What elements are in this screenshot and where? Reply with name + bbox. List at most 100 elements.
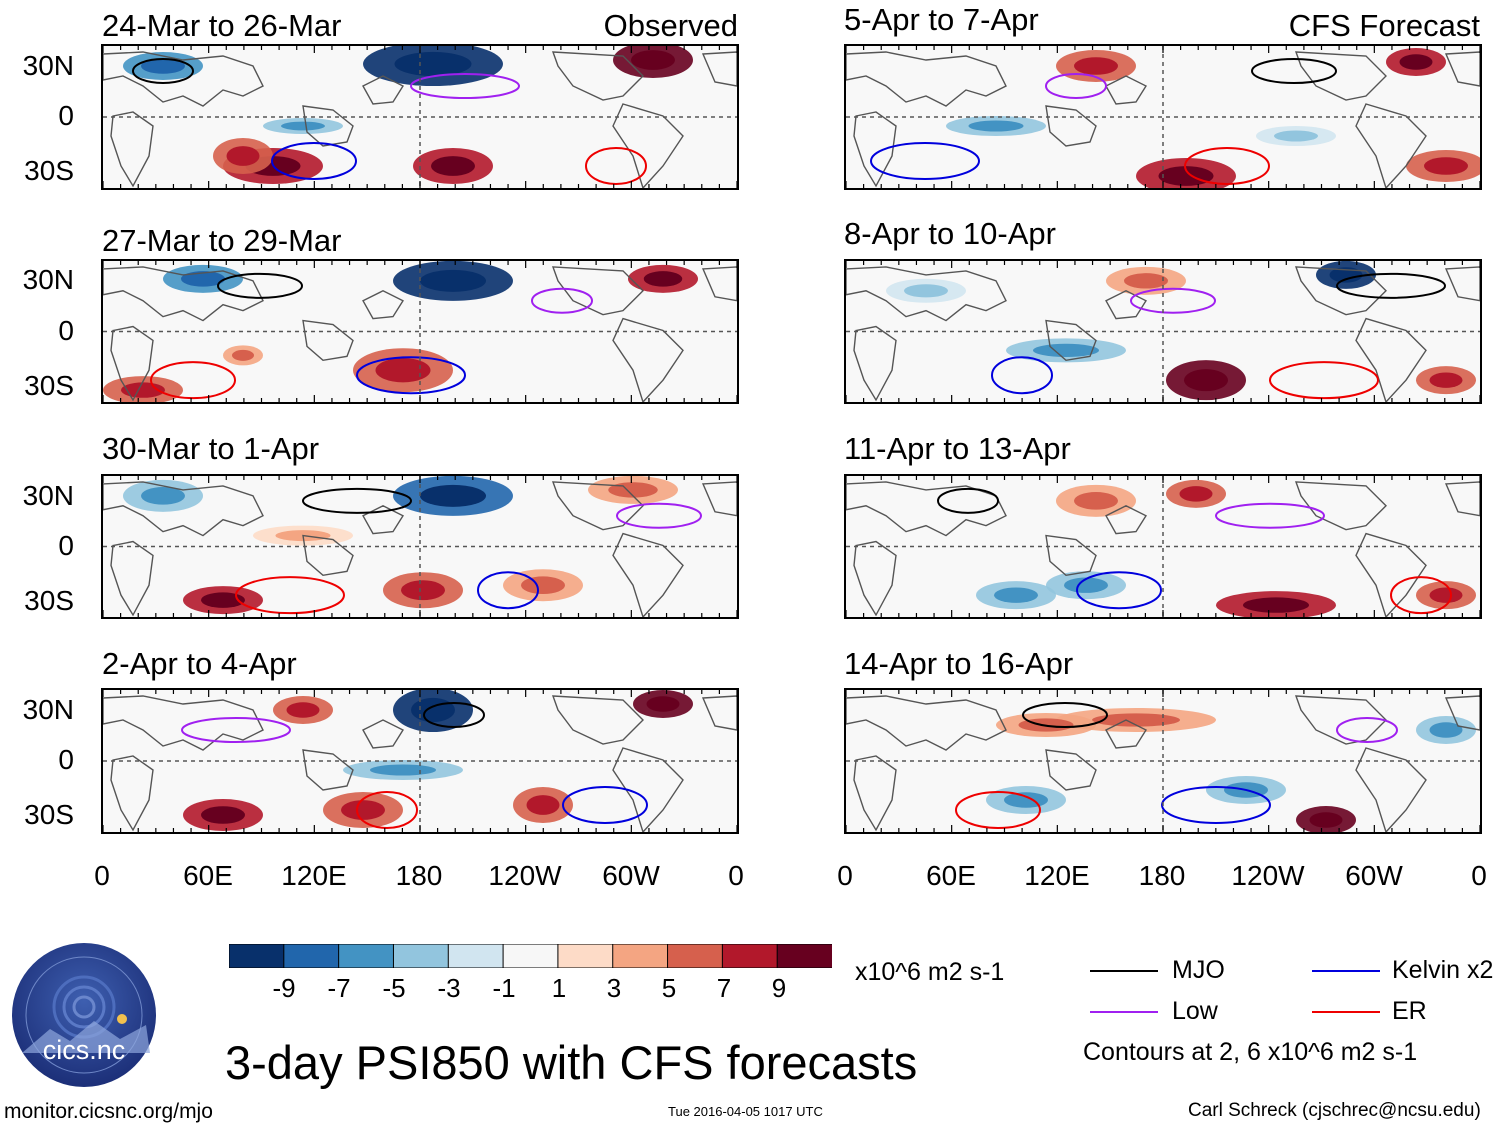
- legend-line-er: [1312, 1011, 1380, 1013]
- lon-label: 60E: [183, 860, 233, 891]
- colorbar-tick-label: -9: [272, 973, 296, 1003]
- colorbar-units: x10^6 m2 s-1: [855, 958, 1005, 986]
- panel-title-fc-1: 5-Apr to 7-Apr: [844, 2, 1039, 37]
- lon-label: 0: [94, 860, 110, 891]
- coastline: [551, 695, 644, 745]
- wave-contour: [1390, 576, 1452, 615]
- lon-label: 120E: [1024, 860, 1090, 891]
- wave-contour: [531, 287, 593, 314]
- anomaly-blob-core: [1329, 267, 1363, 283]
- coastline: [1294, 481, 1387, 531]
- anomaly-blob-core: [526, 795, 560, 815]
- wave-contour: [937, 487, 999, 514]
- colorbar-tick-label: 1: [551, 973, 567, 1003]
- anomaly-blob-core: [631, 50, 675, 70]
- wave-contour: [585, 147, 647, 185]
- coastline: [1444, 266, 1480, 302]
- coastline: [853, 111, 897, 188]
- cics-logo-icon: cics.nc: [12, 943, 156, 1087]
- anomaly-blob-core: [201, 592, 245, 608]
- map-panel-fc-1: [844, 44, 1482, 190]
- legend-label-er: ER: [1392, 997, 1427, 1025]
- colorbar-tick-label: -7: [327, 973, 351, 1003]
- colorbar-tick-label: -3: [437, 973, 461, 1003]
- wave-contour: [1215, 502, 1325, 529]
- lat-label: 30N: [22, 694, 74, 725]
- anomaly-blob-core: [904, 284, 948, 298]
- panel-title-obs-1: 24-Mar to 26-Mar: [102, 8, 342, 43]
- anomaly-blob-core: [1399, 54, 1433, 70]
- footer-author: Carl Schreck (cjschrec@ncsu.edu): [1188, 1100, 1481, 1121]
- map-panel-fc-3: [844, 474, 1482, 619]
- lon-label: 0: [728, 860, 744, 891]
- main-title: 3-day PSI850 with CFS forecasts: [225, 1036, 918, 1089]
- coastline: [110, 540, 154, 617]
- colorbar-swatch: [721, 943, 779, 969]
- colorbar-swatch: [338, 943, 395, 969]
- coastline: [103, 481, 264, 537]
- anomaly-blob-core: [394, 51, 472, 77]
- lon-label: 180: [1138, 860, 1186, 891]
- coastline: [612, 747, 684, 832]
- colorbar-tick-label: 9: [771, 973, 787, 1003]
- coastline: [1045, 105, 1097, 147]
- coastline: [110, 325, 154, 402]
- anomaly-blob-core: [1179, 486, 1213, 502]
- wave-contour: [302, 487, 412, 514]
- anomaly-blob-core: [201, 806, 245, 824]
- colorbar-swatch: [776, 943, 833, 969]
- anomaly-blob-core: [431, 156, 475, 176]
- lat-label: 30N: [22, 480, 74, 511]
- coastline: [1444, 481, 1480, 517]
- coastline: [110, 111, 154, 188]
- anomaly-blob-core: [1033, 343, 1099, 357]
- lat-label: 30S: [24, 370, 74, 401]
- wave-contour: [1022, 702, 1108, 728]
- wave-contour: [991, 356, 1053, 395]
- coastline: [302, 749, 354, 791]
- colorbar-tick-label: 7: [716, 973, 732, 1003]
- anomaly-blob-core: [341, 800, 385, 820]
- wave-contour: [217, 272, 303, 299]
- coastline: [1105, 505, 1148, 535]
- map-panel-obs-1: [101, 44, 739, 190]
- anomaly-blob-core: [1243, 597, 1309, 613]
- coastline: [612, 532, 684, 617]
- wave-contour: [356, 356, 466, 395]
- colorbar-swatch: [502, 943, 559, 969]
- lat-label: 30S: [24, 799, 74, 830]
- wave-contour: [1076, 571, 1162, 610]
- wave-contour: [1336, 272, 1446, 299]
- lat-label: 0: [58, 100, 74, 131]
- lon-label: 60E: [926, 860, 976, 891]
- wave-contour: [271, 142, 357, 180]
- wave-contour: [616, 502, 702, 529]
- coastline: [701, 51, 737, 87]
- anomaly-blob-core: [1429, 372, 1463, 388]
- lon-label: 0: [837, 860, 853, 891]
- anomaly-blob-core: [968, 120, 1024, 132]
- anomaly-blob-core: [994, 587, 1038, 603]
- coastline: [846, 51, 1007, 107]
- lon-label: 60W: [1345, 860, 1403, 891]
- map-panel-obs-3: [101, 474, 739, 619]
- coastline: [362, 290, 405, 320]
- legend-label-mjo: MJO: [1172, 956, 1225, 984]
- coastline: [103, 266, 264, 322]
- wave-contour: [423, 702, 485, 728]
- wave-contour: [955, 791, 1041, 829]
- wave-contour: [1130, 287, 1216, 314]
- coastline: [846, 266, 1007, 322]
- anomaly-blob-core: [286, 702, 320, 718]
- anomaly-blob-core: [1074, 57, 1118, 75]
- coastline: [1105, 290, 1148, 320]
- anomaly-blob-core: [411, 697, 455, 723]
- coastline: [1355, 747, 1427, 832]
- anomaly-blob-core: [1274, 130, 1318, 142]
- coastline: [853, 540, 897, 617]
- panel-title-obs-4: 2-Apr to 4-Apr: [102, 646, 297, 681]
- panel-title-obs-2: 27-Mar to 29-Mar: [102, 223, 342, 258]
- legend-line-kelvin: [1312, 970, 1380, 972]
- coastline: [846, 695, 1007, 751]
- wave-contour: [410, 73, 520, 99]
